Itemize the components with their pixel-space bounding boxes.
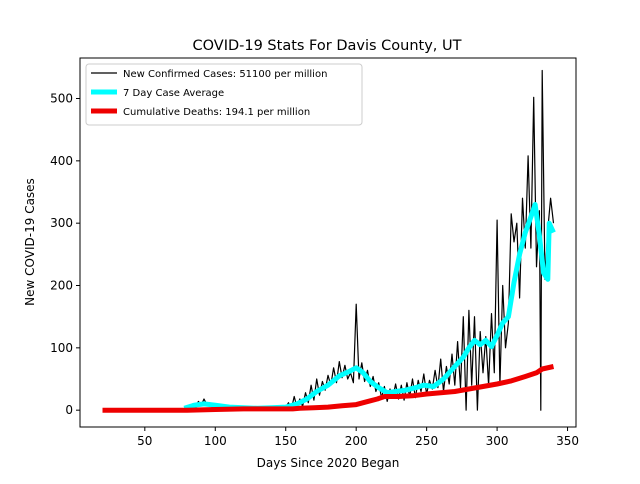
x-tick-label-1: 100 (204, 434, 227, 448)
y-axis: 0 100 200 300 400 500 (50, 92, 80, 417)
y-tick-label-1: 100 (50, 341, 73, 355)
x-axis: 50 100 150 200 250 300 350 (137, 427, 579, 448)
legend-label-0: New Confirmed Cases: 51100 per million (123, 69, 327, 80)
y-tick-label-3: 300 (50, 216, 73, 230)
x-axis-label: Days Since 2020 Began (257, 456, 400, 470)
x-tick-label-6: 350 (556, 434, 579, 448)
plot-frame (79, 57, 577, 428)
y-axis-label: New COVID-19 Cases (23, 178, 37, 306)
x-tick-label-2: 150 (274, 434, 297, 448)
legend-label-1: 7 Day Case Average (123, 88, 224, 99)
y-tick-label-4: 400 (50, 154, 73, 168)
series-line-2 (102, 364, 555, 413)
legend: New Confirmed Cases: 51100 per million 7 … (85, 63, 363, 126)
legend-box (85, 63, 363, 126)
y-tick-label-2: 200 (50, 279, 73, 293)
y-tick-label-5: 500 (50, 92, 73, 106)
x-tick-label-3: 200 (345, 434, 368, 448)
x-tick-label-4: 250 (415, 434, 438, 448)
x-tick-label-0: 50 (137, 434, 152, 448)
chart-title: COVID-19 Stats For Davis County, UT (193, 38, 462, 54)
legend-label-2: Cumulative Deaths: 194.1 per million (123, 107, 310, 118)
x-tick-label-5: 300 (486, 434, 509, 448)
y-tick-label-0: 0 (65, 403, 73, 417)
plot-area (102, 69, 556, 413)
